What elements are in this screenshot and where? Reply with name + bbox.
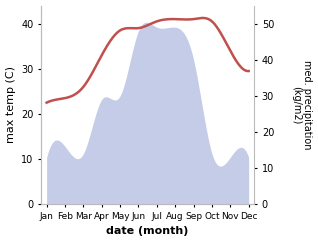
Y-axis label: max temp (C): max temp (C) bbox=[5, 66, 16, 144]
X-axis label: date (month): date (month) bbox=[107, 227, 189, 236]
Y-axis label: med. precipitation
(kg/m2): med. precipitation (kg/m2) bbox=[291, 60, 313, 150]
